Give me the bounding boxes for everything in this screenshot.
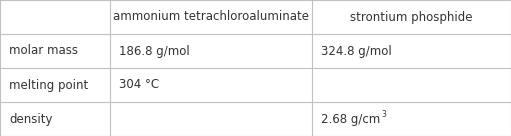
Text: 324.8 g/mol: 324.8 g/mol [321, 44, 391, 58]
Text: strontium phosphide: strontium phosphide [350, 10, 473, 24]
Text: molar mass: molar mass [9, 44, 78, 58]
Text: 2.68 g/cm: 2.68 g/cm [321, 112, 380, 126]
Text: ammonium tetrachloroaluminate: ammonium tetrachloroaluminate [113, 10, 309, 24]
Text: melting point: melting point [9, 78, 88, 92]
Text: 3: 3 [382, 110, 386, 119]
Text: density: density [9, 112, 53, 126]
Text: 304 °C: 304 °C [119, 78, 159, 92]
Text: 186.8 g/mol: 186.8 g/mol [119, 44, 190, 58]
